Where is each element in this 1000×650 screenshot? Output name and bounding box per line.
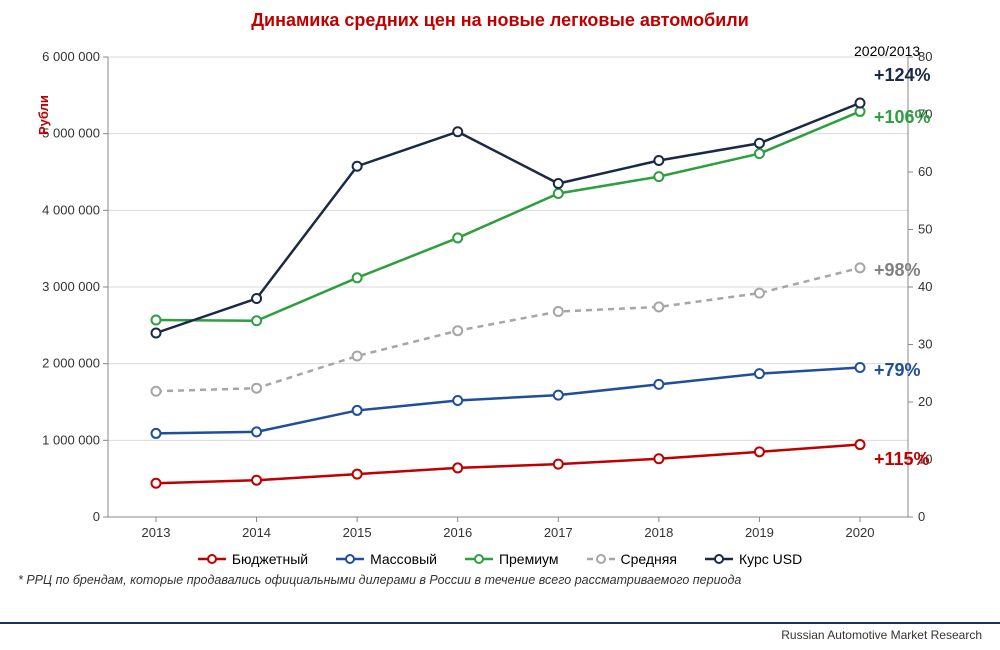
series-annotation-budget: +115%	[874, 449, 930, 470]
legend-label-budget: Бюджетный	[232, 551, 308, 567]
legend-swatch-budget	[198, 552, 226, 566]
footer-rule	[0, 622, 1000, 624]
svg-text:2013: 2013	[142, 525, 171, 540]
svg-text:0: 0	[93, 509, 100, 524]
svg-text:1 000 000: 1 000 000	[42, 432, 100, 447]
legend-item-premium: Премиум	[465, 551, 559, 567]
svg-text:20: 20	[918, 394, 932, 409]
svg-text:2019: 2019	[745, 525, 774, 540]
legend-swatch-mass	[336, 552, 364, 566]
svg-text:2020: 2020	[846, 525, 875, 540]
svg-text:50: 50	[918, 222, 932, 237]
legend: Бюджетный Массовый Премиум Средняя Курс USD	[18, 551, 982, 567]
svg-text:2014: 2014	[242, 525, 271, 540]
series-annotation-premium: +106%	[874, 107, 931, 128]
footnote: * РРЦ по брендам, которые продавались оф…	[18, 573, 982, 587]
ratio-label: 2020/2013	[854, 43, 920, 59]
svg-text:4 000 000: 4 000 000	[42, 202, 100, 217]
legend-swatch-premium	[465, 552, 493, 566]
svg-text:30: 30	[918, 337, 932, 352]
svg-text:6 000 000: 6 000 000	[42, 49, 100, 64]
chart-svg: 01 000 0002 000 0003 000 0004 000 0005 0…	[18, 37, 978, 547]
series-annotation-mass: +79%	[874, 360, 921, 381]
brand-label: Russian Automotive Market Research	[781, 628, 982, 642]
svg-text:3 000 000: 3 000 000	[42, 279, 100, 294]
series-annotation-usd: +124%	[874, 65, 931, 86]
legend-item-avg: Средняя	[587, 551, 677, 567]
svg-text:2 000 000: 2 000 000	[42, 356, 100, 371]
legend-swatch-usd	[705, 552, 733, 566]
legend-label-mass: Массовый	[370, 551, 437, 567]
chart-title: Динамика средних цен на новые легковые а…	[18, 10, 982, 31]
legend-label-avg: Средняя	[621, 551, 677, 567]
legend-label-premium: Премиум	[499, 551, 559, 567]
legend-item-mass: Массовый	[336, 551, 437, 567]
chart-area: 01 000 0002 000 0003 000 0004 000 0005 0…	[18, 37, 978, 547]
svg-text:2018: 2018	[644, 525, 673, 540]
svg-text:40: 40	[918, 279, 932, 294]
svg-text:60: 60	[918, 164, 932, 179]
series-annotation-avg: +98%	[874, 260, 921, 281]
svg-text:0: 0	[918, 509, 925, 524]
y-left-axis-title: Рубли	[36, 95, 51, 135]
legend-label-usd: Курс USD	[739, 551, 802, 567]
svg-text:2015: 2015	[343, 525, 372, 540]
svg-text:2016: 2016	[443, 525, 472, 540]
legend-item-usd: Курс USD	[705, 551, 802, 567]
svg-text:2017: 2017	[544, 525, 573, 540]
legend-item-budget: Бюджетный	[198, 551, 308, 567]
legend-swatch-avg	[587, 552, 615, 566]
